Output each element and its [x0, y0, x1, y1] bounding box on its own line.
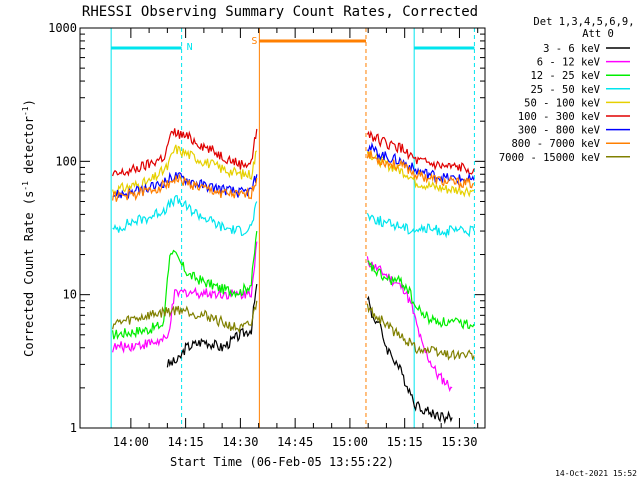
legend-entry-label: 100 - 300 keV: [518, 111, 601, 123]
series-layer: [112, 128, 475, 425]
legend-header-line-2: Att 0: [582, 28, 614, 40]
x-tick-label: 15:15: [387, 435, 423, 449]
series-line-2-seg2: [366, 256, 453, 393]
series-line-6-seg2: [366, 130, 475, 175]
series-line-7-seg1: [112, 171, 258, 200]
series-line-8-seg2: [366, 150, 475, 189]
legend-entry-label: 50 - 100 keV: [524, 97, 601, 109]
series-line-9-seg1: [112, 300, 258, 334]
series-line-3-seg1: [112, 231, 258, 340]
legend: Det 1,3,4,5,6,9,Att 0 3 - 6 keV 6 - 12 keV…: [499, 16, 635, 164]
chart-title: RHESSI Observing Summary Count Rates, Co…: [82, 4, 478, 20]
legend-entry-label: 3 - 6 keV: [543, 43, 601, 55]
x-tick-label: 15:00: [332, 435, 368, 449]
state-bars: NS: [111, 36, 475, 53]
y-tick-label: 10: [63, 288, 77, 302]
series-line-5-seg2: [366, 151, 475, 198]
x-tick-label: 14:00: [113, 435, 149, 449]
series-line-3-seg2: [367, 260, 475, 330]
legend-entry-label: 7000 - 15000 keV: [499, 152, 601, 164]
series-line-5-seg1: [112, 144, 258, 196]
x-tick-label: 14:45: [277, 435, 313, 449]
series-line-1-seg2: [366, 295, 453, 425]
legend-entry-label: 12 - 25 keV: [530, 70, 600, 82]
legend-entry-label: 6 - 12 keV: [537, 57, 601, 69]
series-line-4-seg2: [366, 212, 475, 239]
legend-header-line-1: Det 1,3,4,5,6,9,: [533, 16, 634, 28]
x-tick-label: 14:15: [168, 435, 204, 449]
y-axis-label: Corrected Count Rate (s-1 detector-1): [21, 99, 36, 357]
series-line-9-seg2: [366, 303, 475, 361]
y-tick-label: 100: [55, 154, 77, 168]
state-boundaries: [110, 28, 475, 428]
series-line-8-seg1: [112, 173, 258, 202]
night-bar-label: N: [187, 42, 193, 53]
axes: 14:00 14:15 14:30 14:45 15:00 15:15 15:30 1 10 10…: [48, 21, 485, 449]
saa-bar-label: S: [251, 36, 257, 47]
x-axis-label: Start Time (06-Feb-05 13:55:22): [170, 455, 394, 469]
series-line-4-seg1: [112, 195, 258, 236]
timestamp: 14-Oct-2021 15:52: [555, 469, 637, 478]
legend-entry-label: 800 - 7000 keV: [511, 138, 600, 150]
x-tick-label: 15:30: [441, 435, 477, 449]
series-line-6-seg1: [112, 128, 258, 177]
x-tick-label: 14:30: [222, 435, 258, 449]
legend-entry-label: 300 - 800 keV: [518, 125, 601, 137]
legend-entry-label: 25 - 50 keV: [530, 84, 600, 96]
series-line-1-seg1: [166, 284, 258, 368]
plot-frame: [79, 27, 486, 429]
y-tick-label: 1000: [48, 21, 77, 35]
y-tick-label: 1: [70, 421, 77, 435]
